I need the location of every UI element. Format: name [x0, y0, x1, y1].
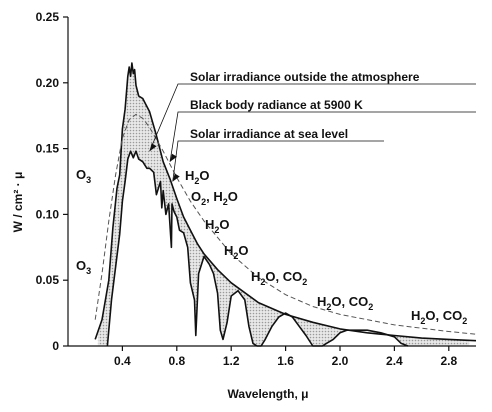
y-axis-title: W / cm² · μ: [11, 172, 25, 233]
legend-entry: Solar irradiance at sea level: [190, 127, 348, 141]
x-tick-label: 2.4: [386, 354, 403, 368]
y-tick-label: 0.10: [36, 207, 60, 221]
legend: Solar irradiance outside the atmosphere B…: [149, 70, 476, 182]
x-tick-label: 2.8: [440, 354, 457, 368]
x-tick-label: 2.0: [332, 354, 349, 368]
y-tick-label: 0.05: [36, 273, 60, 287]
annotation-label: H2O, CO2: [251, 269, 307, 287]
legend-leader-line: [169, 111, 476, 162]
x-tick-label: 1.6: [277, 354, 294, 368]
legend-entry: Black body radiance at 5900 K: [190, 98, 363, 112]
annotation-label: O3: [76, 258, 91, 276]
legend-arrowhead: [170, 153, 177, 162]
y-tick-label: 0.25: [36, 10, 60, 24]
axes: 0 0.05 0.10 0.15 0.20 0.25 0.4 0.8 1.2 1.6 2.0 2.4 2…: [36, 10, 476, 368]
absorption-area: [97, 65, 470, 346]
x-tick-label: 1.2: [223, 354, 240, 368]
y-tick-label: 0.15: [36, 142, 60, 156]
x-tick-label: 0.8: [168, 354, 185, 368]
annotation-label: O3: [76, 167, 91, 185]
x-axis-title: Wavelength, μ: [228, 387, 309, 401]
absorption-shading: [97, 65, 470, 346]
annotation-label: O2, H2O: [191, 189, 238, 207]
annotation-label: H2O: [224, 243, 249, 261]
legend-entry: Solar irradiance outside the atmosphere: [190, 70, 420, 84]
absorption-annotations: O3 H2O O2, H2O H2O H2O O3 H2O, CO2 H2O, CO2 H2O,…: [76, 167, 467, 326]
legend-leader-line: [172, 140, 384, 182]
annotation-label: H2O, CO2: [411, 308, 467, 326]
annotation-label: H2O: [205, 217, 230, 235]
legend-arrowhead: [172, 173, 180, 182]
x-tick-label: 0.4: [114, 354, 131, 368]
annotation-label: H2O: [185, 168, 210, 186]
legend-leader-line: [149, 83, 476, 152]
annotation-label: H2O, CO2: [317, 294, 373, 312]
legend-arrowhead: [149, 143, 157, 152]
y-tick-label: 0.20: [36, 76, 60, 90]
y-tick-label: 0: [52, 339, 59, 353]
